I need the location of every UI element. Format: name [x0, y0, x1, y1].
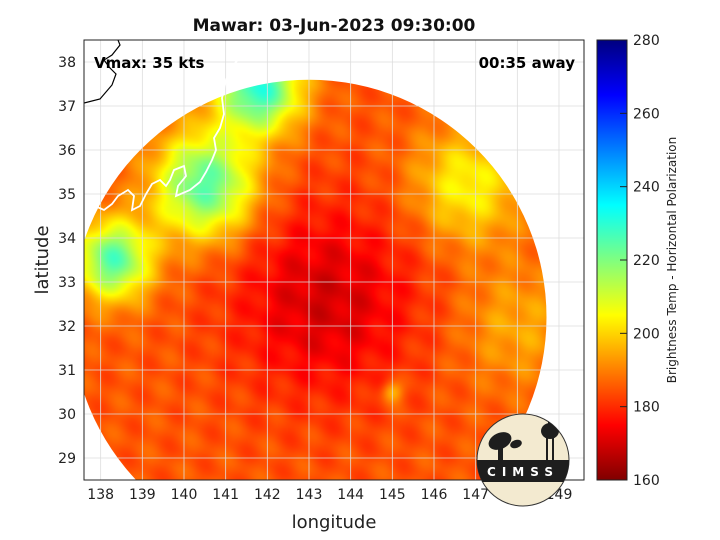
x-tick-label: 142 — [254, 487, 281, 503]
y-tick-label: 38 — [58, 55, 76, 71]
colorbar-tick-label: 220 — [633, 253, 660, 269]
colorbar-tick-label: 240 — [633, 180, 660, 196]
x-tick-label: 147 — [462, 487, 489, 503]
y-axis-ticks: 29 30 31 32 33 34 35 36 37 38 — [58, 55, 76, 467]
y-tick-label: 29 — [58, 451, 76, 467]
colorbar-tick-label: 160 — [633, 473, 660, 489]
y-tick-label: 34 — [58, 231, 76, 247]
y-tick-label: 30 — [58, 407, 76, 423]
y-tick-label: 36 — [58, 143, 76, 159]
coastline-inner — [94, 57, 241, 212]
x-tick-label: 138 — [87, 487, 114, 503]
brightness-temp-field — [84, 79, 547, 480]
colorbar-ticks: 160 180 200 220 240 260 280 — [620, 33, 660, 489]
y-axis-label: latitude — [32, 225, 53, 294]
colorbar-tick-label: 180 — [633, 400, 660, 416]
logo-text: CIMSS — [487, 465, 559, 479]
y-tick-label: 33 — [58, 275, 76, 291]
colorbar-label: Brightness Temp - Horizontal Polarizatio… — [665, 137, 679, 384]
x-tick-label: 146 — [421, 487, 448, 503]
x-tick-label: 139 — [129, 487, 156, 503]
x-tick-label: 145 — [379, 487, 406, 503]
x-tick-label: 144 — [337, 487, 364, 503]
y-tick-label: 35 — [58, 187, 76, 203]
heatmap-image — [84, 79, 547, 480]
y-tick-label: 32 — [58, 319, 76, 335]
time-offset-annotation: 00:35 away — [479, 54, 576, 72]
water-tower-icon — [541, 423, 559, 439]
axes-frame — [83, 39, 585, 481]
building-icon — [477, 460, 569, 482]
chart-title: Mawar: 03-Jun-2023 09:30:00 — [193, 16, 476, 36]
dish-icon — [488, 432, 512, 450]
colorbar: 160 180 200 220 240 260 280 Brightness Temp - … — [596, 33, 679, 489]
x-tick-label: 143 — [296, 487, 323, 503]
colorbar-tick-label: 200 — [633, 326, 660, 342]
gridlines — [84, 40, 584, 480]
colorbar-tick-label: 260 — [633, 106, 660, 122]
cimss-logo: CIMSS — [476, 413, 570, 507]
x-tick-label: 140 — [171, 487, 198, 503]
x-tick-label: 141 — [212, 487, 239, 503]
coastline-outer — [84, 40, 121, 104]
coastline — [84, 40, 241, 212]
dish-icon-small — [510, 439, 522, 449]
vmax-annotation: Vmax: 35 kts — [94, 54, 204, 72]
y-tick-label: 37 — [58, 99, 76, 115]
x-axis-label: longitude — [292, 512, 377, 533]
y-tick-label: 31 — [58, 363, 76, 379]
colorbar-tick-label: 280 — [633, 33, 660, 49]
